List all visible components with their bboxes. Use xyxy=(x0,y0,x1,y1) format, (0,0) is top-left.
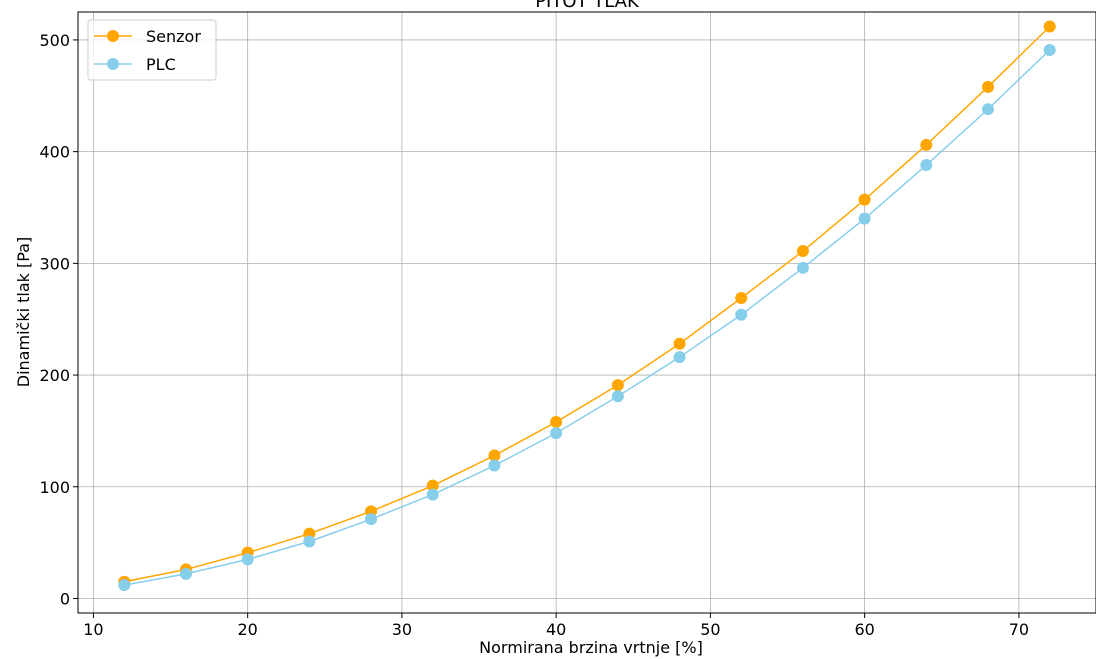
legend-marker-senzor xyxy=(107,30,119,42)
data-point-senzor xyxy=(611,379,624,392)
plot-frame xyxy=(77,11,1096,614)
data-point-senzor xyxy=(426,479,439,492)
y-tick-label: 500 xyxy=(39,31,70,50)
x-tick-label: 20 xyxy=(237,620,257,639)
legend-box xyxy=(87,19,217,81)
data-point-senzor xyxy=(673,337,686,350)
y-tick-label: 400 xyxy=(39,143,70,162)
y-tick-label: 0 xyxy=(60,589,70,608)
legend: Senzor PLC xyxy=(87,19,217,81)
data-point-senzor xyxy=(858,193,871,206)
y-tick-label: 100 xyxy=(39,478,70,497)
data-point-senzor xyxy=(550,415,563,428)
grid xyxy=(78,12,1096,613)
series-line-plc xyxy=(124,49,1051,586)
data-point-senzor xyxy=(796,245,809,258)
data-point-plc xyxy=(488,459,501,472)
data-point-plc xyxy=(858,212,871,225)
chart-title: PITOT TLAK xyxy=(535,0,640,12)
series-line-senzor xyxy=(124,25,1051,583)
data-point-senzor xyxy=(1043,20,1056,33)
data-point-plc xyxy=(1043,43,1056,56)
data-point-plc xyxy=(426,488,439,501)
data-point-plc xyxy=(920,159,933,172)
data-point-plc xyxy=(611,390,624,403)
y-tick-label: 300 xyxy=(39,254,70,273)
data-point-senzor xyxy=(982,80,995,93)
data-point-plc xyxy=(303,535,316,548)
data-point-plc xyxy=(241,553,254,566)
y-axis-label: Dinamički tlak [Pa] xyxy=(14,237,33,387)
legend-label-plc: PLC xyxy=(146,55,176,74)
data-point-plc xyxy=(982,103,995,116)
legend-label-senzor: Senzor xyxy=(146,27,201,46)
data-point-plc xyxy=(550,427,563,440)
data-point-plc xyxy=(365,513,378,526)
x-tick-label: 50 xyxy=(700,620,720,639)
x-tick-label: 70 xyxy=(1009,620,1029,639)
y-tick-label: 200 xyxy=(39,366,70,385)
x-tick-label: 30 xyxy=(392,620,412,639)
x-tick-label: 10 xyxy=(83,620,103,639)
data-point-senzor xyxy=(735,291,748,304)
x-tick-label: 40 xyxy=(546,620,566,639)
series-layer xyxy=(118,20,1056,592)
data-point-plc xyxy=(796,261,809,274)
x-axis-label: Normirana brzina vrtnje [%] xyxy=(479,638,703,657)
data-point-senzor xyxy=(920,138,933,151)
data-point-plc xyxy=(118,579,131,592)
data-point-plc xyxy=(673,351,686,364)
ticks: 10 20 30 40 50 60 70 0 100 200 300 400 500 xyxy=(39,31,1029,639)
data-point-senzor xyxy=(488,449,501,462)
data-point-plc xyxy=(179,567,192,580)
legend-marker-plc xyxy=(107,58,119,70)
legend-entries: Senzor PLC xyxy=(94,27,201,74)
x-tick-label: 60 xyxy=(854,620,874,639)
data-point-plc xyxy=(735,308,748,321)
